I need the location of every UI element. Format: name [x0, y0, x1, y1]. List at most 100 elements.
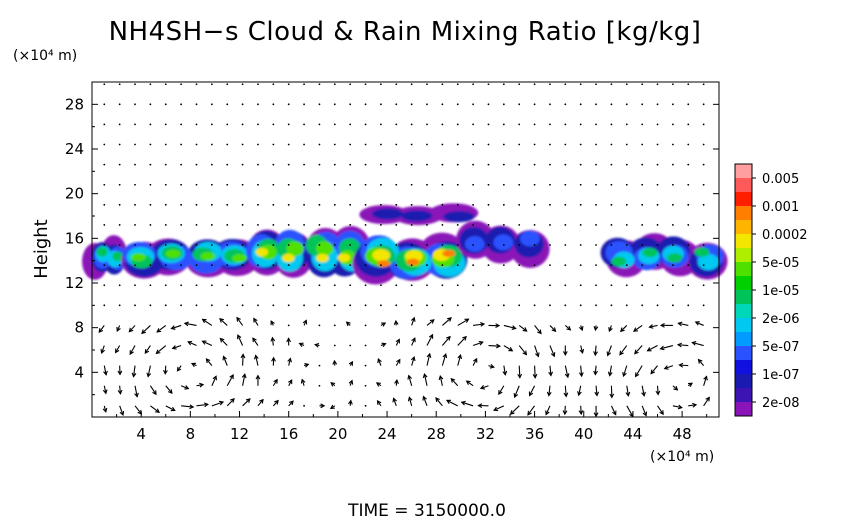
wind-arrow: [205, 358, 213, 366]
wind-dot: [656, 103, 659, 106]
wind-dot: [349, 203, 352, 206]
wind-dot: [702, 103, 705, 106]
wind-dot: [195, 304, 198, 307]
wind-arrow: [222, 355, 228, 366]
wind-dot: [103, 304, 106, 307]
wind-arrow: [473, 322, 486, 327]
wind-arrow: [663, 365, 674, 370]
wind-dot: [287, 284, 290, 287]
wind-arrow: [150, 405, 160, 414]
wind-arrow: [502, 365, 508, 376]
wind-arrow: [165, 385, 173, 395]
colorbar-swatch: [735, 262, 752, 277]
wind-dot: [549, 304, 551, 307]
wind-dot: [502, 304, 505, 307]
wind-arrow: [503, 345, 514, 352]
cloud-contour: [442, 249, 456, 258]
wind-arrow: [348, 399, 353, 406]
wind-dot: [564, 183, 567, 186]
wind-arrow: [634, 345, 643, 355]
wind-dot: [456, 244, 459, 246]
wind-dot: [303, 163, 305, 166]
wind-dot: [472, 83, 475, 86]
wind-dot: [195, 224, 198, 226]
wind-dot: [410, 123, 413, 126]
wind-dot: [395, 203, 398, 206]
wind-arrow: [201, 340, 213, 347]
wind-dot: [441, 244, 444, 246]
wind-dot: [257, 244, 259, 246]
wind-dot: [226, 123, 229, 126]
wind-dot: [287, 163, 290, 166]
wind-dot: [579, 304, 582, 307]
wind-dot: [318, 324, 321, 327]
wind-dot: [456, 123, 459, 126]
wind-dot: [380, 123, 382, 126]
wind-dot: [349, 304, 352, 307]
wind-dot: [164, 183, 167, 186]
wind-arrow: [319, 403, 326, 409]
wind-arrow: [303, 362, 310, 368]
wind-arrow: [407, 396, 413, 406]
colorbar-label: 0.001: [762, 200, 799, 215]
wind-dot: [487, 163, 490, 166]
wind-arrow: [155, 345, 167, 355]
wind-dot: [533, 183, 536, 186]
wind-dot: [303, 123, 305, 126]
wind-arrow: [534, 325, 542, 335]
wind-dot: [426, 284, 428, 287]
wind-arrow: [517, 365, 523, 379]
wind-dot: [318, 224, 321, 226]
wind-dot: [641, 284, 644, 287]
wind-dot: [272, 83, 275, 86]
colorbar-swatch: [735, 402, 752, 417]
wind-arrow: [410, 355, 416, 366]
wind-dot: [226, 284, 229, 287]
wind-arrow: [672, 404, 683, 410]
wind-dot: [318, 284, 321, 287]
wind-dot: [564, 224, 567, 226]
wind-dot: [364, 224, 367, 226]
wind-dot: [487, 284, 490, 287]
cloud-contour: [286, 241, 304, 257]
wind-dot: [456, 103, 459, 106]
cloud-contour: [316, 241, 334, 257]
wind-arrow: [545, 405, 551, 416]
wind-arrow: [146, 365, 152, 378]
wind-arrow: [528, 385, 536, 397]
wind-dot: [472, 224, 475, 226]
wind-arrow: [607, 365, 613, 377]
wind-arrow: [691, 341, 704, 347]
wind-dot: [426, 244, 428, 246]
wind-dot: [579, 123, 582, 126]
wind-dot: [226, 183, 229, 186]
wind-dot: [272, 183, 275, 186]
colorbar-swatch: [735, 276, 752, 291]
wind-dot: [134, 83, 136, 86]
wind-dot: [610, 103, 613, 106]
wind-dot: [702, 143, 705, 146]
wind-dot: [118, 304, 121, 307]
wind-arrow: [657, 405, 664, 416]
wind-dot: [656, 304, 659, 307]
cloud-contour: [112, 251, 124, 262]
wind-arrow: [659, 345, 674, 351]
wind-arrow: [578, 405, 584, 416]
wind-dot: [380, 284, 382, 287]
wind-arrow: [241, 373, 247, 386]
wind-arrow: [445, 399, 458, 407]
wind-dot: [349, 183, 352, 186]
colorbar-label: 2e-08: [762, 396, 800, 411]
wind-dot: [349, 83, 352, 86]
wind-arrow: [610, 405, 617, 416]
wind-dot: [287, 264, 290, 267]
wind-dot: [579, 224, 582, 226]
wind-dot: [380, 203, 382, 206]
y-tick-label: 16: [65, 229, 84, 247]
wind-dot: [241, 183, 244, 186]
wind-dot: [103, 163, 106, 166]
wind-dot: [533, 163, 536, 166]
wind-dot: [349, 264, 352, 267]
wind-dot: [180, 244, 183, 246]
wind-dot: [149, 304, 152, 307]
